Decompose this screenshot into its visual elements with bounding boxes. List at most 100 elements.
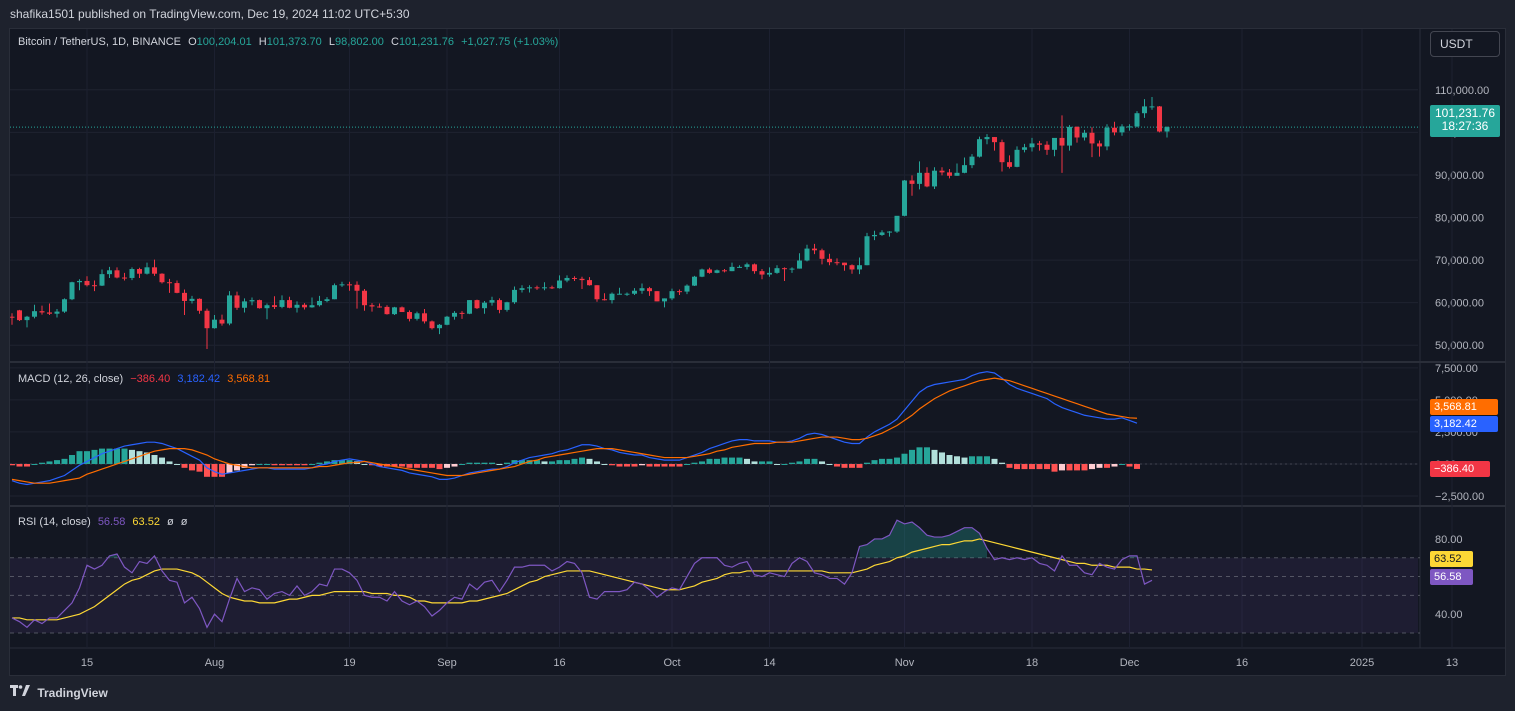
time-tick-label: Aug bbox=[205, 657, 225, 669]
candle-body bbox=[924, 172, 930, 187]
macd-histogram-bar bbox=[496, 463, 503, 465]
rsi-tag: 56.58 bbox=[1430, 569, 1473, 585]
macd-histogram-bar bbox=[61, 458, 68, 464]
macd-histogram-bar bbox=[54, 460, 60, 464]
close-value: 101,231.76 bbox=[398, 36, 454, 48]
symbol-title[interactable]: Bitcoin / TetherUS, 1D, BINANCE bbox=[18, 36, 182, 48]
macd-histogram-bar bbox=[136, 451, 143, 464]
price-tick-label: 70,000.00 bbox=[1435, 255, 1484, 267]
candle-body bbox=[422, 313, 427, 322]
macd-histogram-bar bbox=[676, 463, 683, 467]
candle-body bbox=[557, 280, 562, 289]
macd-histogram-bar bbox=[226, 463, 233, 473]
candle-body bbox=[489, 300, 495, 303]
macd-histogram-bar bbox=[16, 463, 23, 467]
candle-body bbox=[17, 310, 22, 321]
candle-body bbox=[872, 234, 877, 237]
candle-body bbox=[152, 267, 157, 274]
macd-histogram-bar bbox=[609, 463, 615, 466]
candle-body bbox=[617, 293, 622, 295]
macd-histogram-bar bbox=[751, 461, 758, 464]
candle-body bbox=[1022, 147, 1027, 150]
candle-body bbox=[759, 271, 765, 275]
macd-histogram-bar bbox=[181, 463, 188, 468]
macd-legend: MACD (12, 26, close) −386.40 3,182.42 3,… bbox=[18, 373, 274, 385]
candle-body bbox=[324, 299, 330, 301]
rsi-empty-1: ø bbox=[167, 516, 174, 528]
rsi-title[interactable]: RSI (14, close) bbox=[18, 516, 91, 528]
candle-body bbox=[182, 292, 187, 301]
candle-body bbox=[654, 291, 660, 302]
macd-histogram-bar bbox=[759, 461, 765, 464]
candle-body bbox=[362, 290, 367, 306]
last-price: 101,231.76 bbox=[1434, 106, 1496, 120]
candle-body bbox=[542, 287, 547, 289]
candle-body bbox=[429, 321, 435, 329]
candle-body bbox=[1119, 126, 1125, 133]
candle-body bbox=[339, 284, 345, 286]
candle-body bbox=[909, 180, 915, 184]
candle-body bbox=[354, 284, 360, 291]
candle-body bbox=[302, 304, 307, 308]
candle-body bbox=[639, 288, 645, 291]
bar-countdown: 18:27:36 bbox=[1441, 119, 1489, 133]
macd-histogram-bar bbox=[1029, 463, 1035, 470]
candle-body bbox=[797, 260, 802, 269]
candle-body bbox=[1097, 143, 1102, 147]
macd-histogram-bar bbox=[624, 463, 630, 467]
macd-histogram-bar bbox=[1036, 463, 1043, 470]
candle-body bbox=[234, 295, 240, 308]
candle-body bbox=[804, 248, 810, 261]
macd-histogram-bar bbox=[969, 456, 975, 464]
candle-body bbox=[504, 302, 510, 310]
macd-histogram-bar bbox=[706, 458, 713, 464]
candle-body bbox=[459, 312, 465, 314]
macd-histogram-bar bbox=[451, 463, 458, 467]
macd-histogram-bar bbox=[376, 463, 383, 467]
macd-histogram-bar bbox=[564, 460, 570, 464]
macd-histogram-bar bbox=[556, 460, 563, 464]
macd-title[interactable]: MACD (12, 26, close) bbox=[18, 373, 124, 385]
candle-body bbox=[879, 232, 885, 235]
macd-line-tag: 3,182.42 bbox=[1430, 416, 1498, 432]
macd-histogram-bar bbox=[316, 462, 323, 464]
macd-hist-value: −386.40 bbox=[130, 373, 171, 385]
macd-histogram-bar bbox=[1051, 463, 1058, 472]
macd-histogram-bar bbox=[76, 451, 83, 464]
macd-histogram-bar bbox=[114, 448, 120, 464]
chart-area[interactable]: 50,000.00 60,000.00 70,000.00 80,000.00 90,0… bbox=[9, 28, 1506, 676]
macd-histogram-bar bbox=[616, 463, 623, 467]
price-tick-label: 80,000.00 bbox=[1435, 213, 1484, 225]
macd-histogram-bar bbox=[541, 461, 548, 464]
macd-histogram-bar bbox=[1014, 463, 1020, 470]
candle-body bbox=[812, 248, 817, 251]
macd-histogram-bar bbox=[931, 449, 938, 464]
macd-histogram-bar bbox=[474, 462, 480, 464]
macd-histogram-bar bbox=[489, 462, 495, 464]
candle-body bbox=[512, 289, 517, 303]
macd-histogram-bar bbox=[534, 460, 540, 464]
macd-histogram-bar bbox=[99, 448, 105, 464]
candle-body bbox=[137, 269, 142, 274]
candle-body bbox=[894, 215, 900, 232]
candle-body bbox=[474, 300, 480, 309]
candle-body bbox=[62, 299, 67, 312]
macd-histogram-bar bbox=[789, 462, 795, 464]
candle-body bbox=[857, 265, 862, 270]
macd-histogram-bar bbox=[144, 452, 150, 464]
currency-button[interactable]: USDT bbox=[1430, 31, 1500, 57]
candle-body bbox=[47, 312, 52, 314]
macd-histogram-bar bbox=[331, 460, 338, 464]
chart-canvas[interactable]: 50,000.00 60,000.00 70,000.00 80,000.00 90,0… bbox=[10, 29, 1505, 675]
macd-histogram-bar bbox=[481, 462, 488, 464]
rsi-ma-line bbox=[12, 538, 1153, 621]
candle-body bbox=[249, 300, 255, 302]
close-label: C bbox=[390, 36, 399, 48]
macd-histogram-bar bbox=[901, 453, 908, 464]
candle-body bbox=[647, 288, 652, 292]
macd-histogram-bar bbox=[204, 463, 210, 477]
candle-body bbox=[527, 287, 532, 289]
macd-histogram-bar bbox=[946, 455, 953, 464]
macd-histogram-bar bbox=[684, 463, 690, 465]
macd-histogram-bar bbox=[31, 463, 38, 465]
